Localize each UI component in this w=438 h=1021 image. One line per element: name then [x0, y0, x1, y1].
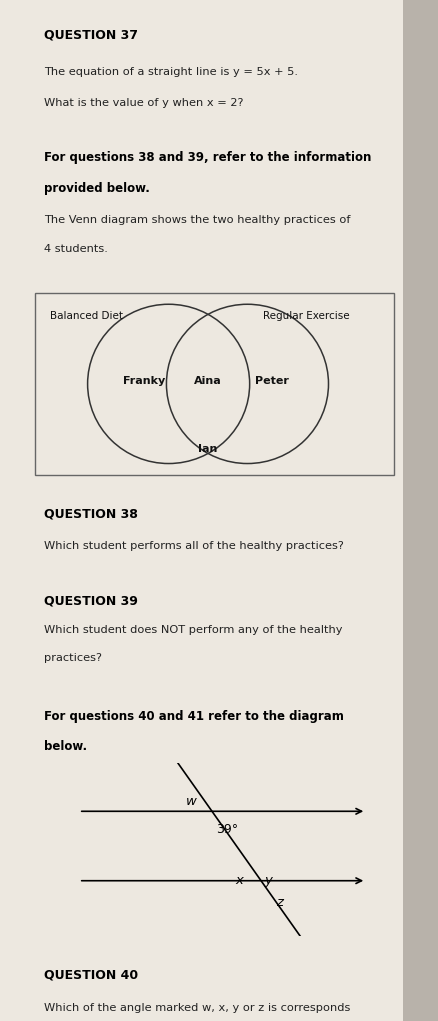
Text: x: x — [236, 874, 244, 887]
Text: Aina: Aina — [194, 376, 222, 386]
Text: Peter: Peter — [254, 376, 289, 386]
Text: Franky: Franky — [124, 376, 166, 386]
Text: 4 students.: 4 students. — [44, 244, 108, 254]
Text: For questions 40 and 41 refer to the diagram: For questions 40 and 41 refer to the dia… — [44, 710, 344, 723]
Text: For questions 38 and 39, refer to the information: For questions 38 and 39, refer to the in… — [44, 151, 371, 164]
Text: What is the value of y when x = 2?: What is the value of y when x = 2? — [44, 98, 243, 108]
Text: Which student does NOT perform any of the healthy: Which student does NOT perform any of th… — [44, 625, 343, 635]
Text: Regular Exercise: Regular Exercise — [263, 311, 350, 322]
Text: QUESTION 40: QUESTION 40 — [44, 969, 138, 982]
Text: 39°: 39° — [216, 823, 238, 836]
FancyBboxPatch shape — [35, 293, 394, 475]
Bar — [403, 0, 438, 1021]
Text: w: w — [186, 795, 197, 808]
Text: practices?: practices? — [44, 653, 102, 664]
Text: QUESTION 38: QUESTION 38 — [44, 507, 138, 521]
Text: provided below.: provided below. — [44, 182, 150, 195]
Text: Which student performs all of the healthy practices?: Which student performs all of the health… — [44, 541, 344, 551]
Text: Which of the angle marked w, x, y or z is corresponds: Which of the angle marked w, x, y or z i… — [44, 1003, 350, 1013]
Text: QUESTION 37: QUESTION 37 — [44, 29, 138, 42]
Text: z: z — [276, 895, 283, 909]
Text: The Venn diagram shows the two healthy practices of: The Venn diagram shows the two healthy p… — [44, 215, 350, 226]
Text: QUESTION 39: QUESTION 39 — [44, 594, 138, 607]
Text: below.: below. — [44, 740, 87, 753]
Text: Ian: Ian — [198, 444, 218, 454]
Text: Balanced Diet: Balanced Diet — [50, 311, 124, 322]
Text: The equation of a straight line is y = 5x + 5.: The equation of a straight line is y = 5… — [44, 67, 298, 78]
Text: y: y — [265, 874, 272, 887]
